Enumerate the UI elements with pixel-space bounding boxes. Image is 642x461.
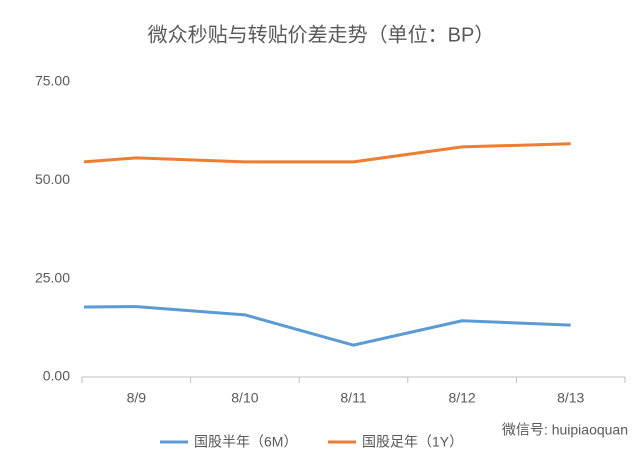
- chart-title: 微众秒贴与转贴价差走势（单位：BP）: [148, 23, 495, 46]
- watermark: 微信号: huipiaoquan: [502, 422, 628, 438]
- x-tick-label: 8/9: [127, 390, 147, 406]
- series-line: [83, 305, 571, 347]
- y-tick-label: 25.00: [35, 269, 70, 285]
- x-tick-label: 8/10: [231, 390, 258, 406]
- legend-label: 国股半年（6M）: [194, 434, 297, 450]
- x-tick-label: 8/12: [448, 390, 475, 406]
- x-tick-label: 8/11: [340, 390, 366, 406]
- y-tick-label: 50.00: [35, 171, 70, 187]
- y-tick-label: 0.00: [43, 368, 70, 384]
- y-tick-label: 75.00: [35, 73, 70, 89]
- series-line: [83, 142, 571, 164]
- legend-label: 国股足年（1Y）: [362, 434, 463, 450]
- x-tick-label: 8/13: [557, 390, 584, 406]
